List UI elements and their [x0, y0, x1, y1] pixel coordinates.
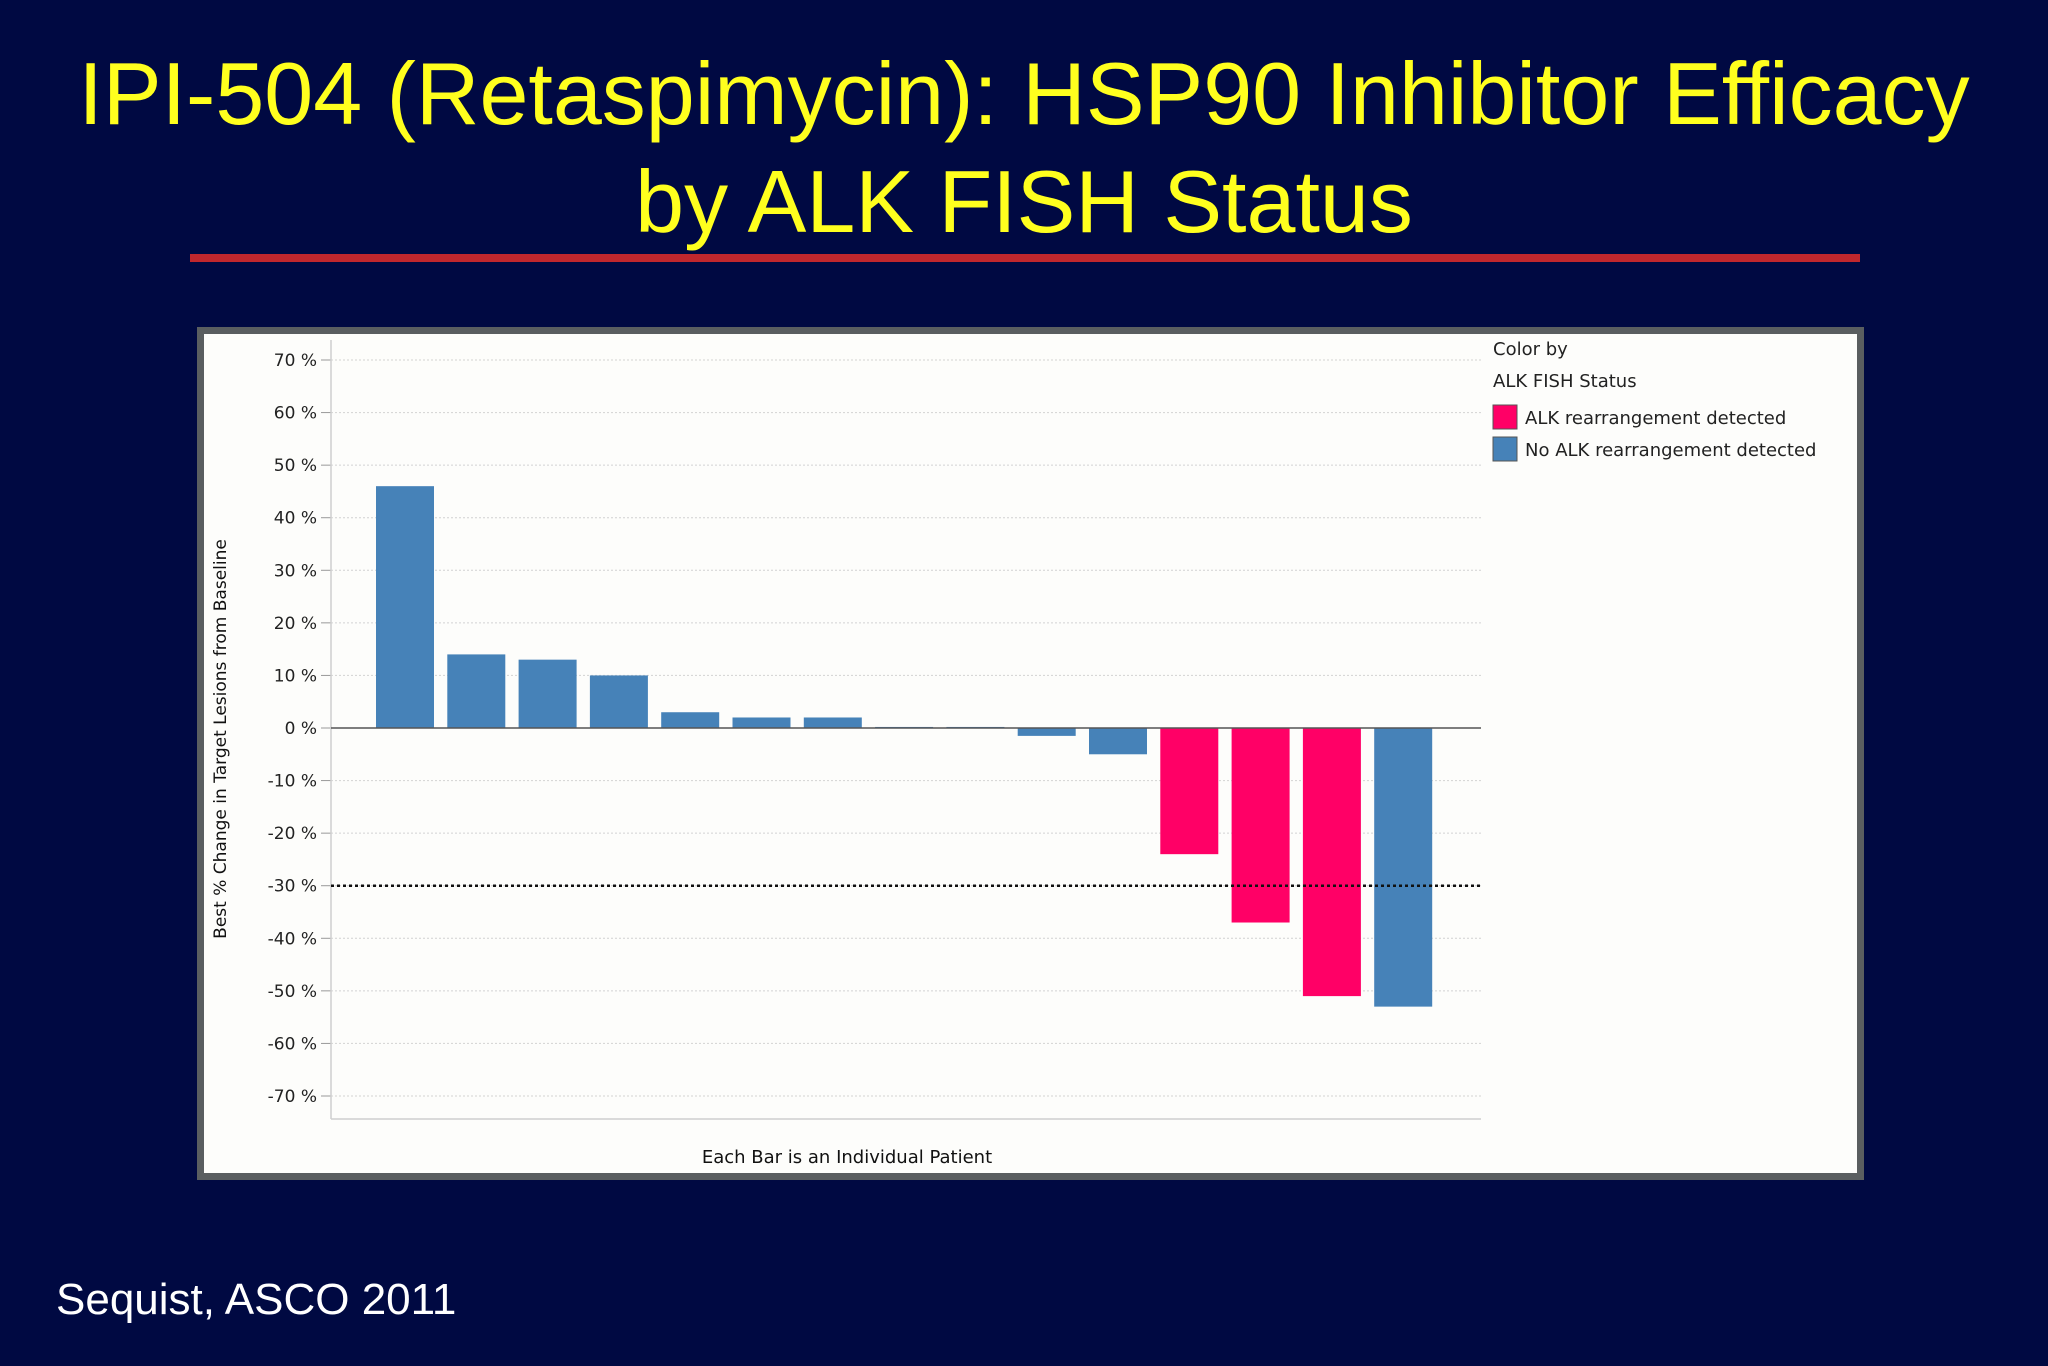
- y-tick-label: -50 %: [268, 982, 317, 1002]
- chart-frame: 70 % 60 % 50 % 40 % 30 % 20 % 10 % 0 % -10 % -20 …: [197, 327, 1864, 1180]
- bar: [1374, 728, 1433, 1007]
- y-tick-labels: 70 % 60 % 50 % 40 % 30 % 20 % 10 % 0 % -10 % -20 …: [268, 351, 317, 1107]
- legend-label-alk-detected: ALK rearrangement detected: [1525, 408, 1786, 429]
- chart-background: [204, 334, 1857, 1173]
- bar: [376, 486, 434, 728]
- citation: Sequist, ASCO 2011: [56, 1275, 457, 1324]
- y-tick-label: 40 %: [274, 509, 317, 529]
- slide-title-line-1: IPI-504 (Retaspimycin): HSP90 Inhibitor …: [78, 44, 1970, 143]
- legend-title-line-2: ALK FISH Status: [1493, 371, 1637, 392]
- bar-chart: 70 % 60 % 50 % 40 % 30 % 20 % 10 % 0 % -10 % -20 …: [204, 334, 1857, 1173]
- bar: [732, 717, 791, 728]
- legend-label-no-alk-detected: No ALK rearrangement detected: [1525, 440, 1816, 461]
- bar: [1017, 728, 1076, 736]
- y-tick-label: 20 %: [274, 614, 317, 634]
- slide-title-line-2: by ALK FISH Status: [635, 152, 1413, 251]
- bar: [1160, 728, 1219, 855]
- bar: [518, 659, 577, 728]
- bar: [803, 717, 862, 728]
- title-underline: [190, 254, 1860, 262]
- y-tick-label: -70 %: [268, 1087, 317, 1107]
- y-tick-label: -60 %: [268, 1034, 317, 1054]
- bars: [376, 486, 1433, 1007]
- y-tick-label: 50 %: [274, 456, 317, 476]
- legend-title-line-1: Color by: [1493, 339, 1568, 360]
- y-tick-label: 30 %: [274, 561, 317, 581]
- x-axis-label: Each Bar is an Individual Patient: [702, 1147, 992, 1168]
- bar: [1302, 728, 1361, 997]
- y-tick-label: 10 %: [274, 666, 317, 686]
- bar: [661, 712, 720, 728]
- bar: [589, 675, 648, 728]
- y-tick-label: 60 %: [274, 404, 317, 424]
- y-tick-label: -20 %: [268, 824, 317, 844]
- y-tick-label: 0 %: [285, 719, 317, 739]
- bar: [1231, 728, 1290, 923]
- y-tick-label: 70 %: [274, 351, 317, 371]
- legend: Color by ALK FISH Status ALK rearrangeme…: [1492, 339, 1816, 462]
- legend-swatch-no-alk-detected: [1492, 436, 1518, 462]
- y-tick-label: -10 %: [268, 772, 317, 792]
- bar: [1089, 728, 1147, 755]
- y-tick-label: -40 %: [268, 929, 317, 949]
- legend-swatch-alk-detected: [1492, 404, 1518, 430]
- bar: [447, 654, 506, 728]
- gridlines: [321, 340, 1481, 1119]
- y-axis-label: Best % Change in Target Lesions from Bas…: [211, 539, 231, 939]
- y-tick-label: -30 %: [268, 877, 317, 897]
- slide-title: IPI-504 (Retaspimycin): HSP90 Inhibitor …: [0, 40, 2048, 256]
